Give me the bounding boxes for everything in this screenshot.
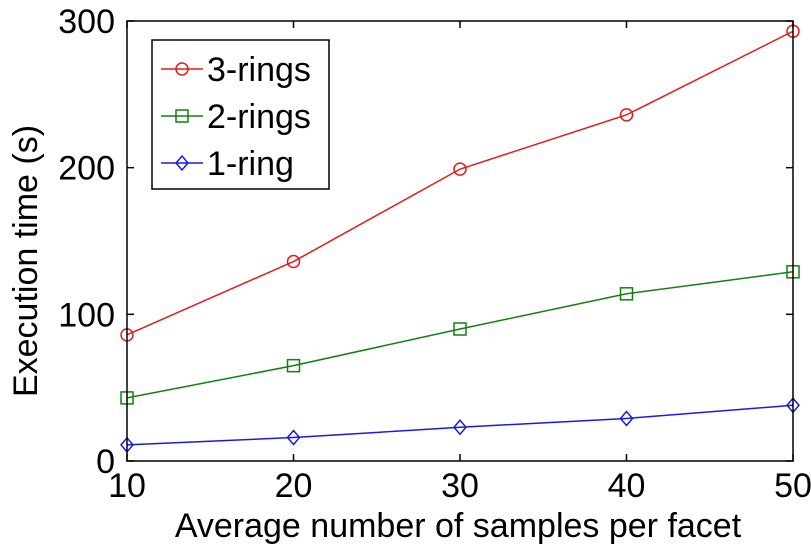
- x-tick-label: 30: [441, 467, 479, 505]
- series-line-2-rings: [126, 271, 794, 399]
- legend-label: 3-rings: [207, 51, 311, 89]
- legend-label: 1-ring: [207, 145, 294, 183]
- axis-ticks: 10 20 30 40 50 0 100 200 300: [58, 3, 811, 505]
- data-point-2-rings: [453, 322, 467, 336]
- series-3-rings: [120, 24, 800, 342]
- data-point-2-rings: [286, 358, 301, 373]
- legend: 3-rings 2-rings 1-ring: [151, 39, 330, 190]
- data-point-2-rings: [619, 287, 634, 301]
- y-tick-label: 0: [96, 443, 115, 481]
- y-tick-label: 200: [58, 150, 115, 188]
- data-point-1-ring: [453, 419, 467, 436]
- data-point-3-rings: [619, 108, 634, 122]
- data-point-1-ring: [286, 429, 301, 446]
- x-tick-label: 50: [774, 467, 811, 505]
- legend-item-2-rings: 2-rings: [161, 98, 311, 136]
- x-tick-label: 20: [275, 467, 313, 505]
- legend-item-1-ring: 1-ring: [161, 145, 294, 183]
- series-line-3-rings: [126, 30, 794, 336]
- y-tick-label: 300: [58, 3, 115, 41]
- x-axis-label: Average number of samples per facet: [175, 507, 742, 545]
- legend-item-3-rings: 3-rings: [161, 51, 311, 89]
- data-point-1-ring: [619, 410, 634, 427]
- legend-marker: [175, 154, 189, 172]
- y-tick-label: 100: [58, 296, 115, 334]
- legend-marker: [175, 62, 189, 76]
- legend-label: 2-rings: [207, 98, 311, 136]
- legend-items: 3-rings 2-rings 1-ring: [161, 51, 311, 183]
- legend-marker: [175, 109, 189, 123]
- y-axis-label: Execution time (s): [7, 125, 45, 397]
- x-tick-label: 10: [108, 467, 146, 505]
- data-point-3-rings: [453, 162, 467, 176]
- legend-box: [151, 39, 330, 190]
- data-point-3-rings: [286, 254, 301, 269]
- x-tick-label: 40: [608, 467, 646, 505]
- series-line-1-ring: [126, 404, 794, 446]
